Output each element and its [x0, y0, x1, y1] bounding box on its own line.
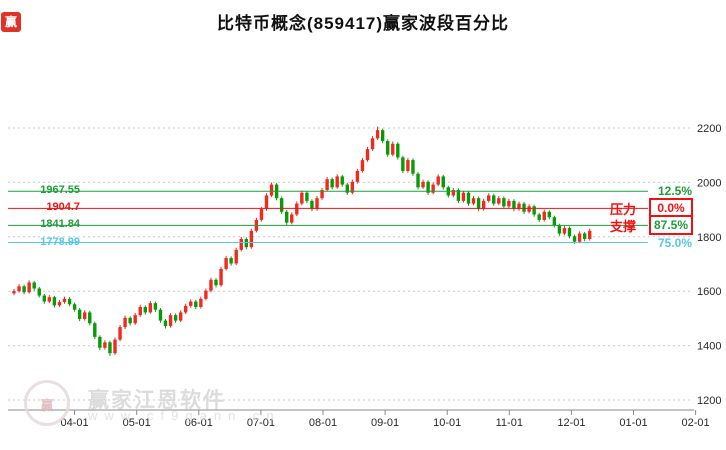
svg-text:06-01: 06-01 — [185, 417, 213, 429]
level-price-label-band-87-5: 1841.84 — [40, 218, 80, 231]
level-percent-badge-band-12-5: 12.5% — [658, 184, 693, 199]
watermark-logo-glyph: 赢 — [40, 398, 54, 413]
chart-title: 比特币概念(859417)赢家波段百分比 — [216, 14, 510, 33]
svg-text:04-01: 04-01 — [61, 417, 89, 429]
svg-text:10-01: 10-01 — [433, 417, 461, 429]
svg-text:07-01: 07-01 — [247, 417, 275, 429]
watermark-url: www.cf9gann.cn — [88, 408, 281, 423]
grid-lines — [8, 127, 692, 401]
level-price-label-band-12-5: 1967.55 — [40, 184, 80, 197]
level-percent-badge-band-75-0: 75.0% — [658, 235, 693, 250]
watermark: 赢 赢家江恩软件 www.cf9gann.cn — [0, 376, 480, 436]
level-percent-badge-band-87-5: 87.5% — [649, 215, 693, 236]
level-price-label-band-0-0: 1904.7 — [46, 201, 80, 214]
svg-text:1600: 1600 — [697, 286, 721, 298]
svg-text:01-01: 01-01 — [619, 417, 647, 429]
svg-text:2200: 2200 — [697, 123, 721, 135]
svg-text:05-01: 05-01 — [123, 417, 151, 429]
support-label: 支撑 — [609, 219, 636, 235]
svg-text:1800: 1800 — [697, 232, 721, 244]
app-logo-glyph: 赢 — [4, 15, 17, 29]
y-axis-labels: 2200 2000 1800 1600 1400 1200 — [697, 123, 721, 407]
svg-text:09-01: 09-01 — [371, 417, 399, 429]
svg-text:08-01: 08-01 — [309, 417, 337, 429]
svg-text:11-01: 11-01 — [496, 417, 523, 429]
level-price-label-band-75-0: 1778.99 — [40, 235, 80, 248]
watermark-brand: 赢家江恩软件 — [88, 389, 226, 412]
watermark-logo-icon: 赢 — [24, 380, 70, 426]
svg-text:2000: 2000 — [697, 177, 721, 189]
svg-text:1200: 1200 — [697, 395, 721, 407]
svg-text:1400: 1400 — [697, 341, 721, 353]
band-level-lines — [8, 190, 648, 244]
candles-layer — [12, 126, 592, 356]
svg-text:02-01: 02-01 — [682, 417, 710, 429]
svg-text:12-01: 12-01 — [557, 417, 585, 429]
app-logo-icon: 赢 — [1, 12, 21, 32]
x-axis: 04-01 05-01 06-01 07-01 08-01 09-01 10-01 11-01… — [8, 409, 710, 429]
pressure-label: 压力 — [609, 202, 636, 218]
